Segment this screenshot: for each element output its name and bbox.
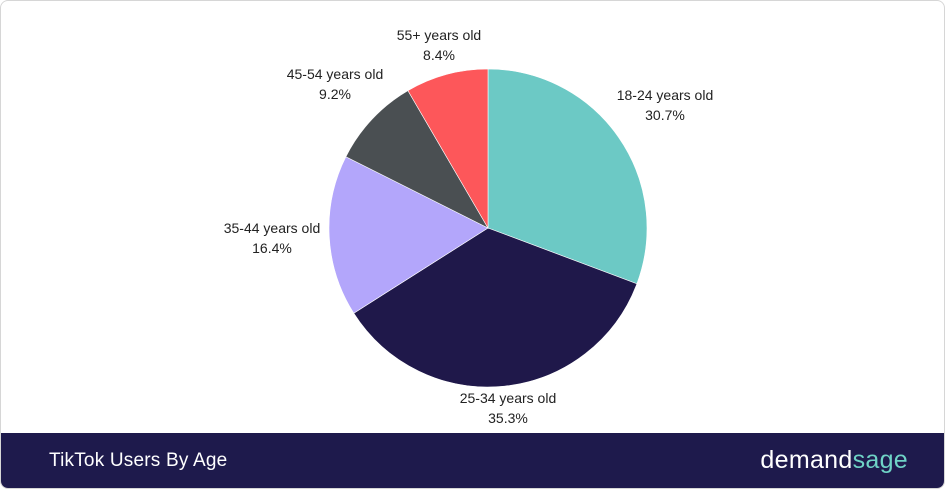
slice-label-5: 55+ years old: [397, 27, 481, 43]
slice-value-2: 35.3%: [488, 410, 528, 426]
pie-slice-2: [353, 227, 638, 388]
pie-chart-area: 18-24 years old 30.7% 25-34 years old 35.3%…: [1, 1, 944, 433]
slice-value-4: 9.2%: [319, 86, 351, 102]
chart-title: TikTok Users By Age: [49, 450, 228, 471]
slice-value-5: 8.4%: [423, 47, 455, 63]
pie-slice-3: [328, 156, 489, 314]
pie-slice-1: [487, 68, 648, 285]
slice-label-1: 18-24 years old: [617, 87, 714, 103]
brand-logo-part1: demand: [760, 446, 853, 474]
slice-label-3: 35-44 years old: [224, 220, 321, 236]
brand-logo: demandsage: [760, 446, 908, 475]
slice-label-4: 45-54 years old: [287, 66, 384, 82]
footer-bar: TikTok Users By Age demandsage: [1, 433, 944, 488]
pie-slice-4: [345, 90, 489, 229]
pie-slice-5: [407, 68, 489, 230]
slice-value-1: 30.7%: [645, 107, 685, 123]
slice-value-3: 16.4%: [252, 240, 292, 256]
brand-logo-part2: sage: [852, 446, 908, 474]
slice-label-2: 25-34 years old: [460, 390, 557, 406]
pie-chart: 18-24 years old 30.7% 25-34 years old 35.3%…: [224, 27, 714, 426]
